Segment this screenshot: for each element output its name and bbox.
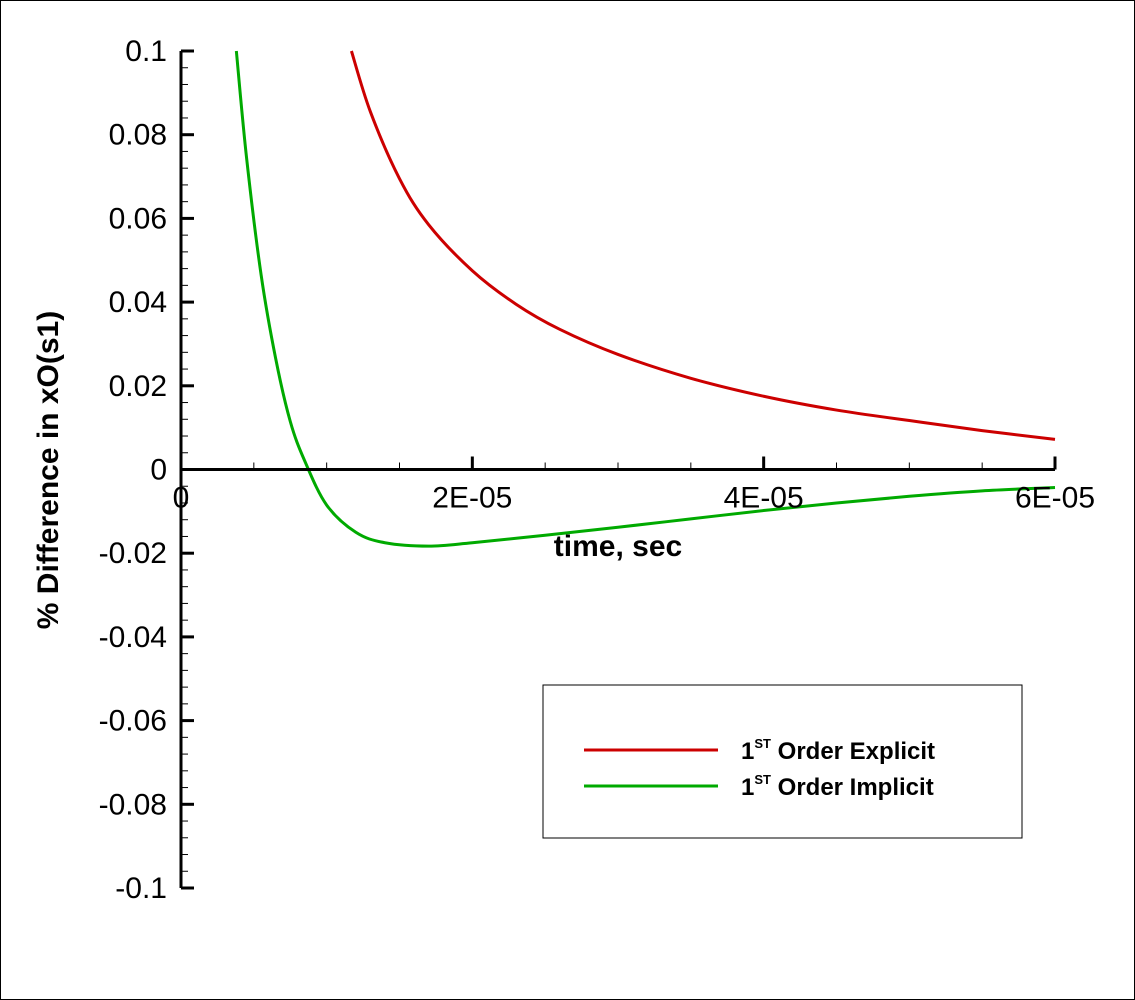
y-tick-label: 0.08 (109, 119, 167, 152)
legend-box (542, 684, 1023, 839)
legend-label-prefix: 1 (741, 774, 754, 801)
legend-label-superscript: ST (754, 772, 771, 787)
x-tick-label: 2E-05 (432, 482, 512, 515)
y-axis: 0.10.080.060.040.020-0.02-0.04-0.06-0.08… (99, 35, 194, 905)
legend-label-superscript: ST (754, 736, 771, 751)
y-tick-label: -0.06 (99, 705, 167, 738)
legend-label-prefix: 1 (741, 738, 754, 765)
y-tick-label: -0.1 (115, 872, 167, 905)
series-line-2 (234, 50, 1056, 548)
legend-label-2: 1ST Order Implicit (741, 772, 934, 801)
legend-label-1: 1ST Order Explicit (741, 736, 935, 765)
y-tick-label: -0.08 (99, 788, 167, 821)
y-tick-label: -0.02 (99, 537, 167, 570)
y-axis-title: % Difference in xO(s1) (32, 311, 65, 629)
y-tick-label: 0.06 (109, 202, 167, 235)
series-line-1 (349, 50, 1056, 441)
x-axis: 0 2E-05 4E-05 6E-05 (173, 456, 1095, 515)
x-tick-label: 0 (173, 482, 190, 515)
x-tick-label: 6E-05 (1015, 482, 1095, 515)
y-tick-label: 0 (150, 454, 167, 487)
y-tick-label: 0.1 (125, 35, 167, 68)
plot-area (234, 50, 1056, 548)
y-tick-label: 0.04 (109, 286, 167, 319)
x-axis-title: time, sec (554, 530, 682, 563)
legend-label-suffix: Order Implicit (771, 774, 934, 801)
y-tick-label: 0.02 (109, 370, 167, 403)
x-tick-label: 4E-05 (724, 482, 804, 515)
legend-label-suffix: Order Explicit (771, 738, 935, 765)
y-tick-label: -0.04 (99, 621, 167, 654)
